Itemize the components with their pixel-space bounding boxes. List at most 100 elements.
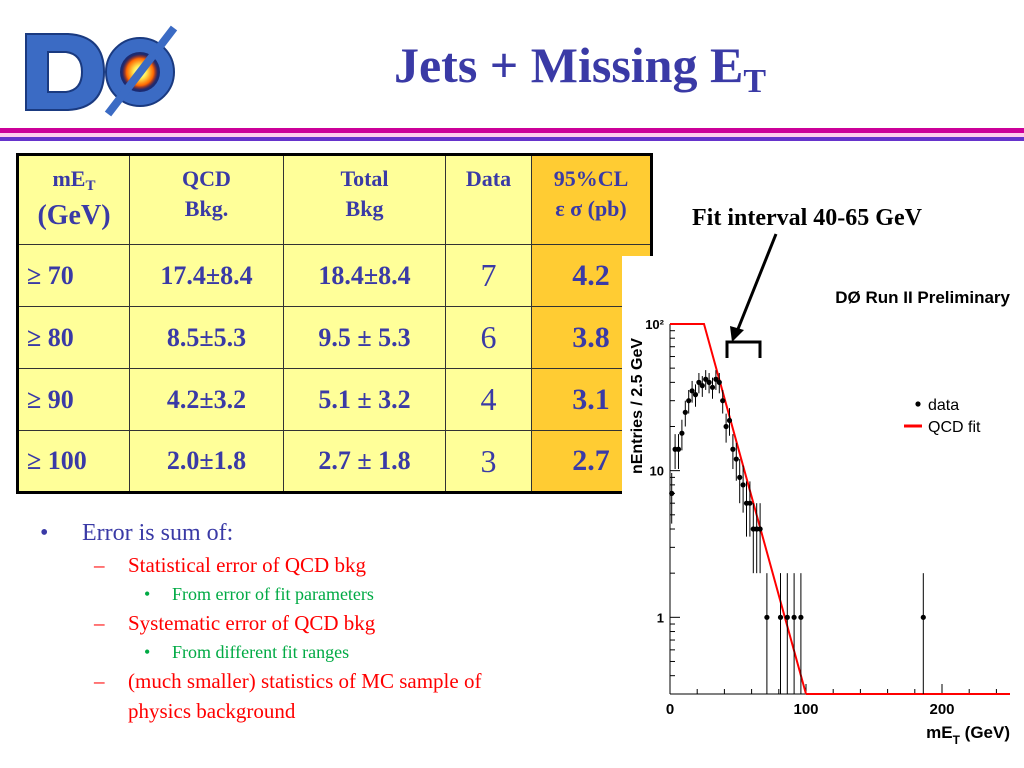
data-point	[692, 392, 699, 398]
note-text: Statistical error of QCD bkg	[128, 553, 366, 577]
header-met-subscript: T	[85, 178, 96, 194]
data-point	[713, 376, 719, 382]
header-total-line1: Total	[340, 166, 389, 191]
data-point	[706, 379, 712, 385]
data-point	[720, 398, 726, 404]
data-point	[920, 614, 926, 620]
notes-list: • Error is sum of: – Statistical error of …	[40, 516, 600, 726]
note-text: From different fit ranges	[172, 642, 350, 662]
data-point	[764, 614, 770, 620]
bullet-marker: •	[144, 584, 151, 604]
plot-axis-labels: mET (GeV) nEntries / 2.5 GeV	[629, 338, 1010, 747]
cell-data: 3	[445, 430, 532, 493]
cell-cut: ≥ 90	[17, 368, 130, 431]
y-tick-label: 1	[657, 610, 664, 625]
y-tick-label: 10²	[645, 317, 664, 332]
note-text: Systematic error of QCD bkg	[128, 611, 376, 635]
x-axis-label-unit: (GeV)	[960, 723, 1010, 742]
legend-fit-label: QCD fit	[928, 419, 981, 436]
x-axis-label: mET (GeV)	[926, 723, 1010, 747]
data-point	[798, 614, 804, 620]
note-level1: • Error is sum of:	[40, 516, 600, 550]
header-qcd-line2: Bkg.	[184, 196, 229, 221]
data-point	[675, 446, 682, 452]
plot-legend: data QCD fit	[904, 397, 981, 436]
header-total-line2: Bkg	[345, 196, 384, 221]
title-separator	[0, 128, 1024, 141]
data-point	[730, 446, 736, 452]
data-point	[740, 482, 746, 488]
dzero-logo	[25, 25, 178, 117]
bullet-marker: •	[144, 642, 151, 662]
header-data: Data	[445, 154, 532, 245]
data-point	[757, 526, 763, 532]
cell-cut: ≥ 80	[17, 306, 130, 369]
header-met-label: mE	[52, 166, 86, 191]
cell-cut: ≥ 70	[17, 244, 130, 307]
note-text: (much smaller) statistics of MC sample o…	[128, 669, 482, 723]
qcd-fit-line	[670, 323, 807, 695]
cell-total: 18.4±8.4	[283, 244, 446, 307]
data-point	[733, 456, 739, 462]
plot-title: DØ Run II Preliminary	[835, 288, 1010, 307]
note-level3: • From error of fit parameters	[40, 580, 600, 608]
table-row: ≥ 80 8.5±5.3 9.5 ± 5.3 6 3.8	[17, 306, 652, 369]
x-tick-label: 200	[929, 701, 954, 718]
data-point	[696, 379, 702, 385]
dash-marker: –	[94, 611, 105, 635]
data-point	[737, 474, 743, 480]
x-tick-label: 100	[793, 701, 818, 718]
data-point	[703, 376, 709, 382]
x-axis-label-sub: T	[953, 733, 961, 747]
header-met-unit: (GeV)	[37, 200, 111, 231]
table-row: ≥ 90 4.2±3.2 5.1 ± 3.2 4 3.1	[17, 368, 652, 431]
slide-title: Jets + Missing ET	[300, 30, 860, 117]
cell-qcd: 17.4±8.4	[129, 244, 284, 307]
cell-qcd: 8.5±5.3	[129, 306, 284, 369]
dash-marker: –	[94, 669, 105, 693]
data-point	[784, 614, 790, 620]
header-total: Total Bkg	[283, 154, 446, 245]
y-axis-label: nEntries / 2.5 GeV	[629, 338, 646, 474]
header-met: mET (GeV)	[17, 154, 130, 245]
cell-qcd: 4.2±3.2	[129, 368, 284, 431]
title-subscript: T	[743, 63, 767, 100]
note-level2: – Statistical error of QCD bkg	[40, 550, 600, 580]
cell-cut: ≥ 100	[17, 430, 130, 493]
table-row: ≥ 100 2.0±1.8 2.7 ± 1.8 3 2.7	[17, 430, 652, 493]
dash-marker: –	[94, 553, 105, 577]
cell-data: 7	[445, 244, 532, 307]
header-cl-line2: ε σ (pb)	[555, 196, 627, 221]
data-point	[689, 388, 695, 394]
y-tick-label: 10	[650, 464, 664, 479]
cell-data: 4	[445, 368, 532, 431]
legend-data-marker	[915, 401, 921, 407]
cell-total: 9.5 ± 5.3	[283, 306, 446, 369]
bullet-marker: •	[40, 520, 49, 546]
data-point	[686, 398, 692, 404]
data-point	[777, 614, 784, 620]
data-points-group	[669, 370, 926, 694]
header-cl: 95%CL ε σ (pb)	[531, 154, 652, 245]
note-text: From error of fit parameters	[172, 584, 374, 604]
data-point	[699, 383, 705, 389]
met-distribution-plot: DØ Run II Preliminary 1 10 10² 0 100 200 data…	[622, 256, 1024, 768]
x-tick-label: 0	[666, 701, 674, 718]
note-level2: – (much smaller) statistics of MC sample …	[40, 666, 600, 726]
data-point	[709, 384, 716, 390]
x-axis-label-main: mE	[926, 723, 952, 742]
data-point	[791, 614, 797, 620]
note-text: Error is sum of:	[82, 520, 234, 546]
table-header-row: mET (GeV) QCD Bkg. Total Bkg Data 95%CL …	[17, 154, 652, 245]
data-point	[716, 379, 722, 385]
data-point	[723, 423, 729, 430]
data-point	[669, 490, 675, 496]
results-table: mET (GeV) QCD Bkg. Total Bkg Data 95%CL …	[16, 153, 653, 494]
cell-total: 5.1 ± 3.2	[283, 368, 446, 431]
header-cl-line1: 95%CL	[553, 166, 629, 191]
data-point	[682, 409, 688, 415]
cell-data: 6	[445, 306, 532, 369]
legend-data-label: data	[928, 397, 959, 414]
header-qcd: QCD Bkg.	[129, 154, 284, 245]
title-main: Jets + Missing E	[393, 37, 744, 93]
